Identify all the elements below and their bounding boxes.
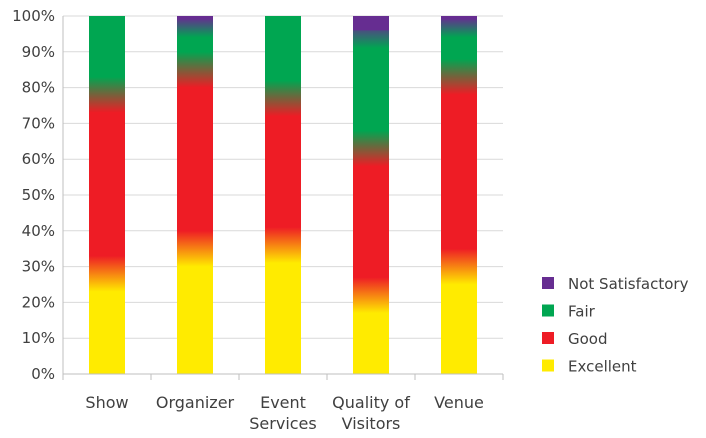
bar-segment-good	[89, 95, 125, 274]
bar-stack-fill	[441, 16, 477, 374]
bar-stack	[353, 16, 389, 374]
y-tick-label: 80%	[22, 79, 55, 97]
y-tick-label: 0%	[31, 365, 55, 383]
legend: Not Satisfactory Fair Good Excellent	[542, 275, 689, 376]
bar-segment-excellent	[353, 295, 389, 374]
y-tick-label: 20%	[22, 293, 55, 311]
legend-swatch	[542, 359, 554, 372]
bar-segment-good	[441, 77, 477, 267]
bar-stack-fill	[353, 16, 389, 374]
legend-label: Fair	[568, 303, 596, 321]
x-tick-label: Visitors	[342, 414, 401, 433]
legend-item: Excellent	[542, 358, 637, 376]
legend-item: Fair	[542, 303, 596, 321]
legend-item: Not Satisfactory	[542, 275, 689, 293]
bar-segment-excellent	[177, 249, 213, 374]
y-tick-label: 100%	[12, 7, 55, 25]
x-tick-label: Organizer	[156, 393, 235, 412]
legend-label: Not Satisfactory	[568, 275, 689, 293]
bar-segment-cap	[353, 16, 389, 31]
bar-stack-fill	[265, 16, 301, 374]
y-tick-label: 90%	[22, 43, 55, 61]
x-tick-label: Quality of	[332, 393, 410, 412]
legend-label: Excellent	[568, 358, 637, 376]
legend-swatch	[542, 304, 554, 317]
bar-stack	[441, 16, 477, 374]
bar-stack	[177, 16, 213, 374]
x-tick-label: Venue	[434, 393, 484, 412]
bar-segment-excellent	[441, 267, 477, 374]
bar-segment-fair	[89, 16, 125, 95]
bar-segment-cap	[441, 16, 477, 20]
y-tick-label: 50%	[22, 186, 55, 204]
y-tick-label: 60%	[22, 150, 55, 168]
legend-swatch	[542, 277, 554, 289]
legend-item: Good	[542, 330, 608, 348]
x-tick-label: Services	[249, 414, 316, 433]
bars	[89, 16, 477, 374]
bar-stack-fill	[177, 16, 213, 374]
bar-segment-fair	[441, 20, 477, 77]
y-tick-label: 10%	[22, 329, 55, 347]
bar-segment-fair	[177, 20, 213, 70]
bar-segment-good	[265, 98, 301, 245]
x-axis: Show Organizer Event Services Quality of Visi…	[62, 373, 504, 433]
legend-label: Good	[568, 330, 608, 348]
bar-segment-good	[177, 70, 213, 249]
y-tick-label: 40%	[22, 222, 55, 240]
x-tick-label: Event	[260, 393, 306, 412]
x-tick-label: Show	[85, 393, 128, 412]
bar-segment-excellent	[265, 245, 301, 374]
legend-swatch	[542, 332, 554, 344]
bar-segment-good	[353, 148, 389, 295]
y-tick-label: 30%	[22, 258, 55, 276]
bar-segment-cap	[177, 16, 213, 20]
bar-stack	[89, 16, 125, 374]
bar-stack-fill	[89, 16, 125, 374]
bar-segment-excellent	[89, 274, 125, 374]
y-tick-label: 70%	[22, 114, 55, 132]
bar-segment-fair	[265, 16, 301, 98]
bar-segment-fair	[353, 30, 389, 148]
y-axis: 0% 10% 20% 30% 40% 50% 60% 70% 80% 90% 100%	[12, 7, 64, 383]
bar-stack	[265, 16, 301, 374]
